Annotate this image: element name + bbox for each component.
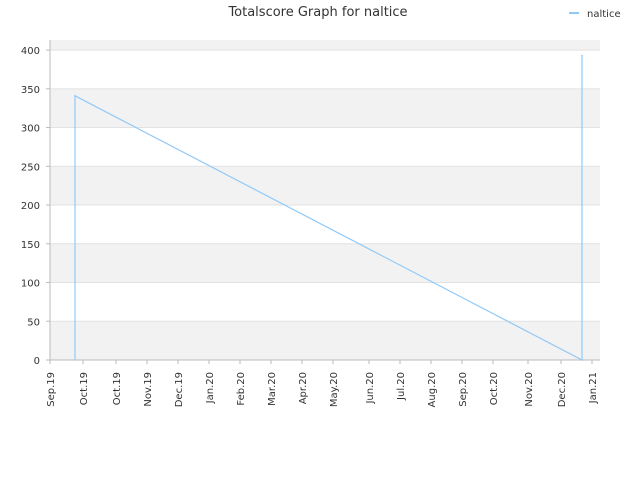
plot-band — [50, 321, 600, 360]
series-line-naltice — [74, 55, 583, 361]
data-point[interactable] — [581, 54, 583, 57]
x-tick-label: Sep.20 — [458, 372, 469, 407]
x-tick-label: Mar.20 — [267, 372, 278, 406]
x-tick-label: Oct.20 — [489, 372, 500, 405]
x-tick-label: May.20 — [329, 372, 340, 407]
chart-title: Totalscore Graph for naltice — [227, 5, 407, 20]
x-tick-label: Aug.20 — [427, 372, 438, 407]
data-point[interactable] — [74, 94, 76, 97]
data-point[interactable] — [581, 359, 583, 361]
x-tick-label: Apr.20 — [298, 372, 309, 404]
plot-band — [50, 40, 600, 51]
y-tick-label: 200 — [21, 201, 40, 212]
plot-band — [50, 166, 600, 206]
x-tick-label: Sep.19 — [46, 372, 57, 407]
y-tick-label: 0 — [34, 356, 40, 367]
data-point[interactable] — [74, 359, 76, 361]
x-tick-label: Jan.20 — [205, 372, 216, 404]
y-tick-label: 150 — [21, 240, 40, 251]
x-tick-label: Jul.20 — [396, 372, 407, 401]
y-axis-ticks: 0 50 100 150 200 250 300 350 400 — [21, 46, 50, 367]
x-tick-label: Dec.19 — [174, 372, 185, 407]
plot-bands — [50, 40, 600, 360]
y-tick-label: 350 — [21, 85, 40, 96]
plot-band — [50, 88, 600, 128]
x-tick-label: Dec.20 — [557, 372, 568, 407]
x-axis-ticks: Sep.19 Oct.19 Oct.19 Nov.19 Dec.19 Jan.20 Feb.… — [46, 360, 599, 407]
plot-band — [50, 243, 600, 283]
series-group — [74, 54, 583, 361]
y-tick-label: 400 — [21, 46, 40, 57]
x-tick-label: Jun.20 — [365, 372, 376, 405]
x-tick-label: Nov.20 — [524, 372, 535, 407]
x-tick-label: Nov.19 — [143, 372, 154, 407]
x-tick-label: Oct.19 — [79, 372, 90, 405]
x-tick-label: Oct.19 — [112, 372, 123, 405]
x-tick-label: Jan.21 — [588, 372, 599, 404]
legend-label: naltice — [587, 9, 621, 20]
y-tick-label: 250 — [21, 162, 40, 173]
axes — [49, 40, 600, 361]
y-tick-label: 50 — [27, 317, 40, 328]
x-tick-label: Feb.20 — [236, 372, 247, 406]
y-tick-label: 300 — [21, 124, 40, 135]
y-tick-label: 100 — [21, 279, 40, 290]
legend[interactable]: naltice — [569, 9, 621, 20]
